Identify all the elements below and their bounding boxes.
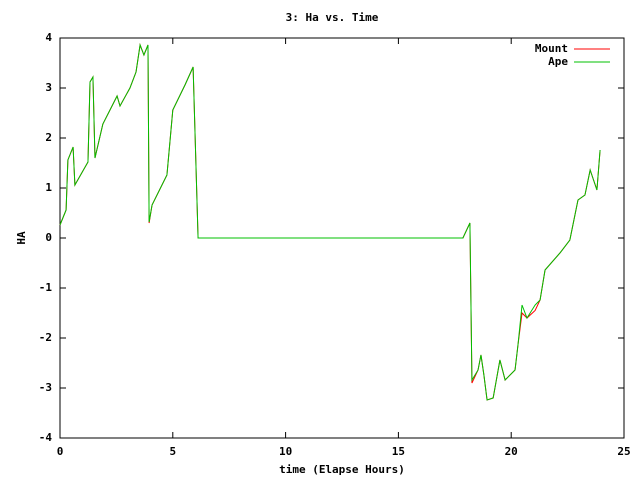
chart-title: 3: Ha vs. Time (286, 11, 379, 24)
y-tick-label: -1 (39, 281, 53, 294)
legend-label: Mount (535, 42, 568, 55)
data-line (59, 43, 601, 401)
y-tick-label: 0 (45, 231, 52, 244)
y-axis-label: HA (15, 231, 28, 245)
y-tick-label: -2 (39, 331, 52, 344)
y-tick-label: -4 (39, 431, 53, 444)
x-tick-label: 0 (57, 445, 64, 458)
x-tick-label: 10 (279, 445, 292, 458)
x-tick-label: 25 (617, 445, 630, 458)
y-tick-label: -3 (39, 381, 52, 394)
y-tick-label: 1 (45, 181, 52, 194)
data-line (59, 43, 601, 401)
y-tick-label: 2 (45, 131, 52, 144)
x-tick-label: 15 (392, 445, 405, 458)
x-tick-label: 5 (169, 445, 176, 458)
legend-label: Ape (548, 55, 568, 68)
y-tick-label: 4 (45, 31, 52, 44)
x-axis-label: time (Elapse Hours) (279, 463, 405, 476)
y-tick-label: 3 (45, 81, 52, 94)
x-tick-label: 20 (505, 445, 518, 458)
